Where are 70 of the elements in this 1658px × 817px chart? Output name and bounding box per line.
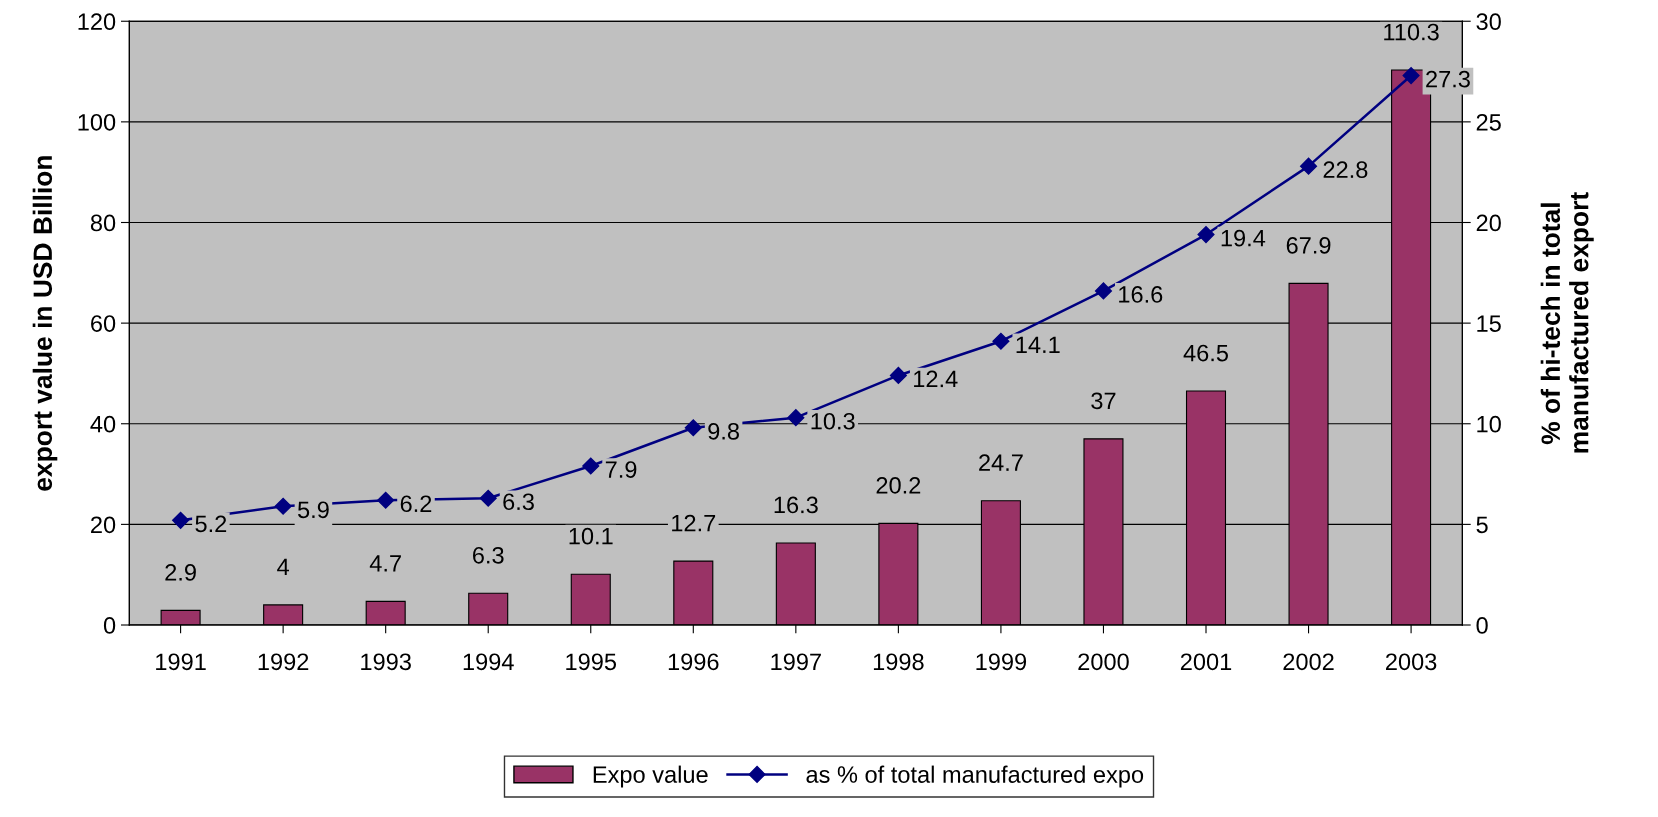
- x-tick-label: 1998: [873, 653, 924, 671]
- data-label: 16.3: [774, 496, 818, 514]
- y-tick-label: 100: [78, 113, 116, 131]
- y-tick-label: 20: [91, 516, 116, 534]
- data-label: 6.2: [400, 495, 432, 513]
- y2-axis-title: % of hi-tech in total manufactured export: [1540, 192, 1594, 453]
- point: [1299, 157, 1318, 175]
- point: [274, 497, 292, 515]
- x-tick-label: 2002: [1283, 653, 1334, 671]
- point: [582, 457, 600, 475]
- x-tick-label: 1991: [156, 653, 206, 671]
- x-tick-label: 2000: [1078, 653, 1129, 671]
- x-tick-label: 1997: [771, 653, 821, 671]
- data-label: 10.3: [811, 412, 855, 430]
- y2-tick-label: 15: [1477, 315, 1501, 332]
- x-tick-label: 1994: [463, 653, 514, 671]
- data-label: 5.9: [297, 501, 329, 519]
- x-tick-label: 2001: [1180, 653, 1232, 671]
- point: [1402, 67, 1420, 85]
- point: [377, 491, 395, 509]
- y2-tick-label: 25: [1476, 113, 1501, 131]
- data-label: 6.3: [473, 546, 504, 564]
- y-axis-title: export value in USD Billion: [32, 156, 58, 491]
- data-label: 27.3: [1426, 70, 1470, 88]
- data-label: 4.7: [369, 555, 401, 572]
- point: [684, 419, 702, 437]
- point: [992, 332, 1010, 350]
- data-label: 67.9: [1286, 236, 1331, 254]
- data-label: 110.3: [1384, 23, 1439, 41]
- data-label: 4: [277, 558, 290, 575]
- data-label: 2.9: [165, 564, 196, 581]
- point: [1094, 282, 1113, 300]
- data-label: 6.3: [503, 493, 534, 511]
- data-label: 19.4: [1221, 229, 1266, 247]
- point: [172, 511, 190, 529]
- x-tick-label: 2003: [1386, 653, 1437, 671]
- data-label: 9.8: [708, 422, 739, 440]
- data-label: 20.2: [876, 476, 921, 494]
- data-label: 24.7: [979, 454, 1023, 471]
- data-label: 12.4: [914, 370, 958, 388]
- y-tick-label: 120: [78, 13, 116, 31]
- y-tick-label: 80: [90, 214, 116, 232]
- point: [787, 409, 805, 427]
- point: [1197, 226, 1215, 244]
- legend-label: Expo value: [593, 765, 708, 788]
- data-label: 7.9: [605, 461, 637, 478]
- y2-tick-label: 20: [1476, 214, 1501, 232]
- data-label: 16.6: [1119, 286, 1163, 303]
- data-label: 22.8: [1323, 161, 1368, 179]
- y2-tick-label: 0: [1476, 617, 1488, 634]
- point: [889, 366, 907, 385]
- point: [479, 489, 497, 507]
- data-label: 46.5: [1183, 344, 1228, 362]
- data-label: 14.1: [1016, 336, 1060, 353]
- legend-label: as % of total manufactured expo: [806, 765, 1144, 788]
- y-tick-label: 60: [91, 315, 116, 332]
- data-label: 5.2: [195, 515, 227, 533]
- x-tick-label: 1992: [258, 653, 309, 671]
- y2-tick-label: 30: [1476, 13, 1501, 31]
- x-tick-label: 1999: [976, 653, 1027, 671]
- y-tick-label: 0: [103, 617, 116, 634]
- y2-tick-label: 5: [1476, 516, 1488, 534]
- x-tick-label: 1995: [566, 653, 617, 671]
- data-label: 10.1: [569, 527, 613, 545]
- x-tick-label: 1996: [668, 653, 719, 671]
- data-label: 37: [1091, 392, 1116, 410]
- y2-tick-label: 10: [1477, 415, 1501, 433]
- x-tick-label: 1993: [361, 653, 411, 671]
- data-label: 12.7: [672, 514, 716, 532]
- y-tick-label: 40: [90, 415, 116, 433]
